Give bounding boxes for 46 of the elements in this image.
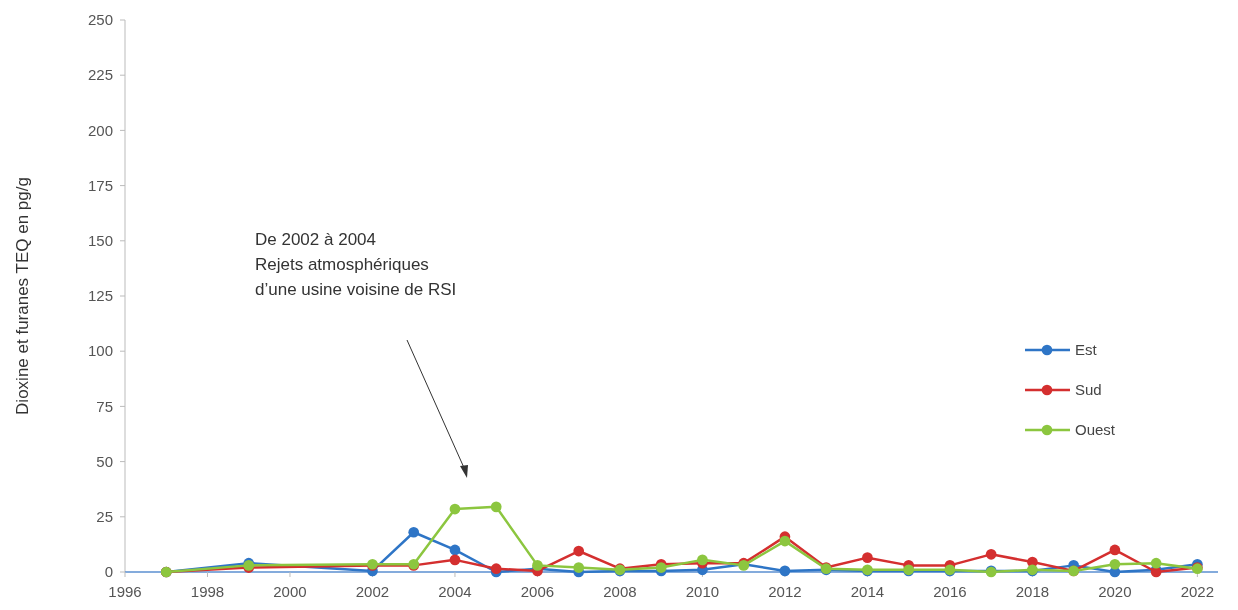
x-tick-label: 2020 [1098,583,1132,600]
y-axis-title: Dioxine et furanes TEQ en pg/g [13,177,32,415]
point [1109,544,1121,556]
y-tick-label: 250 [87,11,113,29]
point [1109,558,1121,570]
y-tick-label: 200 [87,121,113,139]
x-tick-label: 2018 [1015,583,1050,600]
point [449,544,461,556]
point [1150,557,1162,569]
point [573,562,585,573]
x-tick-label: 2004 [438,583,472,600]
x-tick-label: 2016 [933,583,967,600]
point [449,503,461,515]
x-tick-label: 2000 [273,583,307,600]
point [490,501,502,513]
y-tick-label: 25 [96,508,113,526]
legend-label: Est [1075,341,1098,359]
legend-label: Ouest [1075,421,1116,439]
x-tick-label: 2002 [355,583,390,600]
point [449,554,461,566]
point [985,548,997,560]
y-tick-label: 75 [96,397,113,415]
x-tick-label: 1996 [108,583,142,600]
y-tick-label: 175 [87,176,113,194]
y-tick-label: 100 [87,342,113,360]
annotation: De 2002 à 2004 Rejets atmosphériques d’une usine voisine de RSI [255,230,457,299]
y-tick-label: 150 [87,232,113,250]
point [779,535,791,547]
point [779,565,791,577]
point [408,526,420,538]
x-tick-label: 2006 [520,583,555,600]
point [532,560,543,571]
y-tick-label: 125 [87,287,113,305]
point [655,562,667,573]
y-tick-label: 0 [104,563,113,581]
point [573,545,585,557]
y-tick-label: 50 [96,452,113,470]
x-tick-label: 2010 [685,583,720,600]
point [862,552,873,563]
x-tick-label: 2008 [603,583,637,600]
x-tick-label: 2012 [768,583,802,600]
y-tick-label: 225 [87,66,113,84]
x-tick-label: 2014 [850,583,885,600]
legend-label: Sud [1075,381,1102,399]
x-tick-label: 2022 [1180,583,1215,600]
x-tick-label: 1998 [190,583,225,600]
